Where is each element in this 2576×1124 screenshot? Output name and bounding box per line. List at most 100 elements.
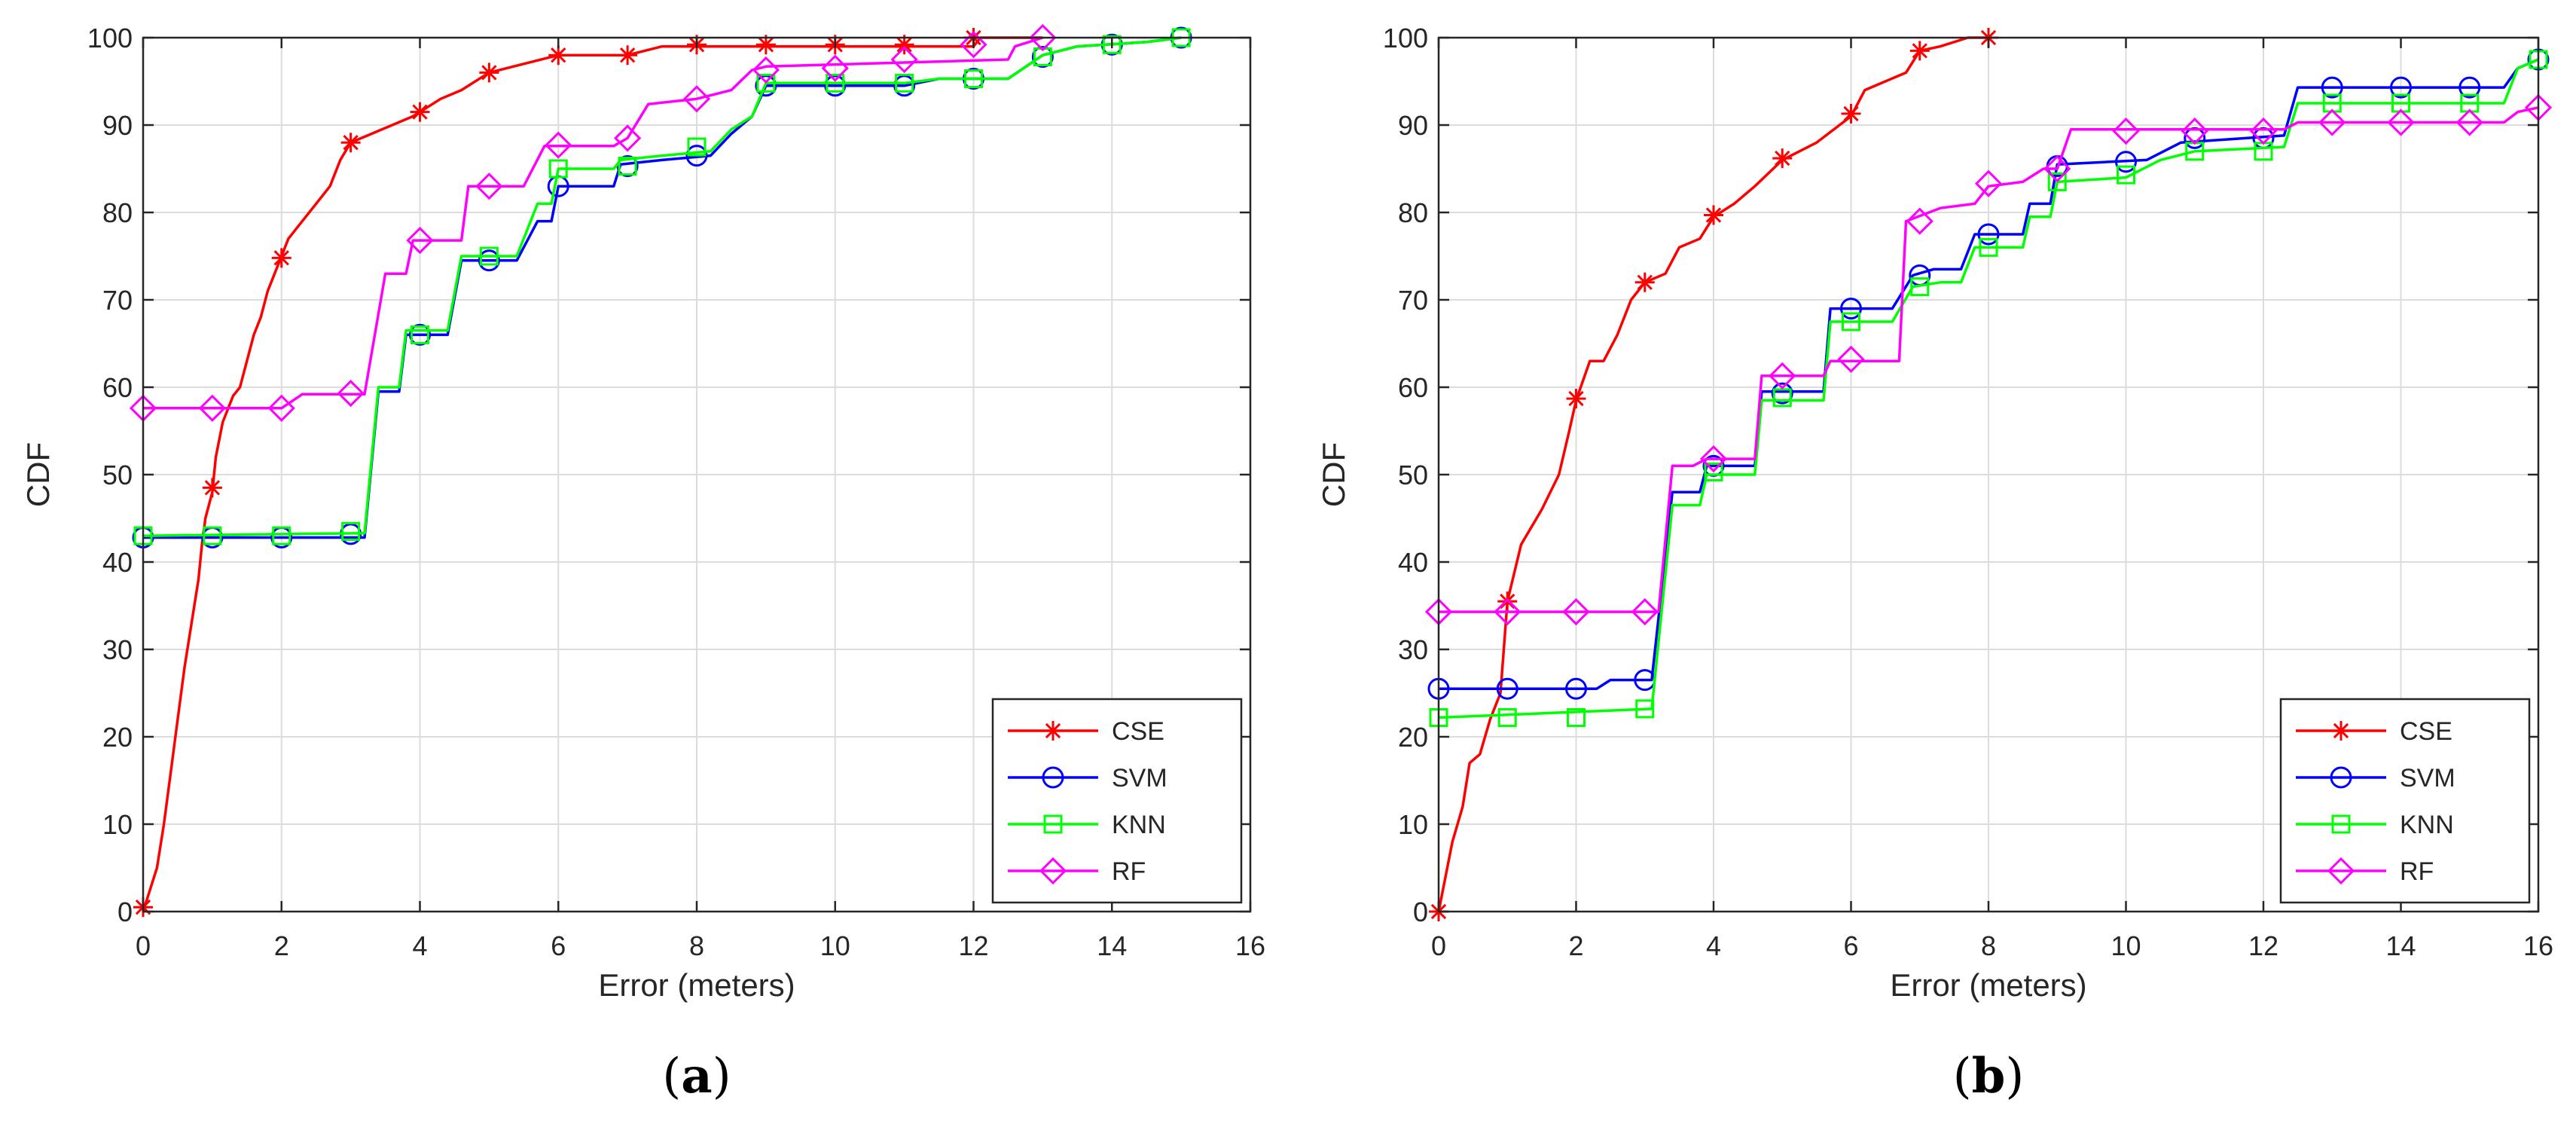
legend-marker-cse <box>1043 721 1063 741</box>
marker-svm <box>1771 382 1793 405</box>
legend-marker-knn <box>1043 814 1063 834</box>
legend: CSE SVM KNN RF <box>2279 698 2531 904</box>
marker-svm <box>2321 76 2343 99</box>
legend: CSE SVM KNN RF <box>991 698 1243 904</box>
marker-rf <box>1906 207 1934 235</box>
marker-cse <box>1841 103 1861 124</box>
marker-knn <box>411 325 429 344</box>
marker-cse <box>894 35 914 55</box>
marker-cse <box>271 248 291 268</box>
y-tick-label: 10 <box>1398 809 1428 840</box>
marker-svm <box>2458 76 2481 99</box>
y-tick-label: 100 <box>87 23 133 53</box>
marker-rf <box>1631 597 1659 626</box>
x-tick-label: 10 <box>820 930 850 961</box>
y-tick-label: 70 <box>1398 285 1428 316</box>
x-tick-label: 0 <box>1431 930 1446 961</box>
marker-cse <box>618 45 638 66</box>
y-tick-label: 60 <box>1398 372 1428 403</box>
marker-rf <box>2112 117 2140 145</box>
legend-label-svm: SVM <box>1112 764 1167 793</box>
marker-rf <box>198 394 226 422</box>
caption-open-paren: ( <box>662 1049 681 1104</box>
marker-svm <box>1031 46 1054 69</box>
series-line-knn <box>142 36 1182 537</box>
y-tick-label: 80 <box>1398 197 1428 228</box>
y-tick-label: 80 <box>102 197 133 228</box>
marker-knn <box>1910 277 1930 297</box>
legend-label-cse: CSE <box>1112 717 1164 746</box>
legend-label-cse: CSE <box>2400 717 2452 746</box>
marker-knn <box>687 137 707 157</box>
panel-b: 0 2 4 6 8 10 12 14 16 0 10 20 30 40 50 60 70 80 90 100 Error… <box>1316 23 2553 1104</box>
marker-knn <box>548 159 568 179</box>
series-line-knn <box>1438 58 2539 719</box>
marker-rf <box>406 226 434 255</box>
x-tick-label: 14 <box>1097 930 1127 961</box>
x-axis-label: Error (meters) <box>598 967 795 1003</box>
marker-rf <box>337 379 365 408</box>
legend-marker-rf <box>1039 857 1067 885</box>
legend-box <box>2279 698 2531 904</box>
marker-rf <box>2318 108 2346 136</box>
marker-knn <box>1102 35 1122 54</box>
x-tick-label: 2 <box>1568 930 1583 961</box>
panel-caption: (b) <box>1953 1048 2025 1104</box>
marker-cse <box>202 478 222 498</box>
y-tick-label: 50 <box>1398 460 1428 490</box>
marker-rf <box>890 45 918 74</box>
marker-cse <box>1634 272 1655 292</box>
marker-rf <box>682 85 711 113</box>
marker-cse <box>1704 205 1723 225</box>
marker-rf <box>2387 108 2415 136</box>
y-tick-label: 30 <box>102 634 133 665</box>
legend-marker-svm <box>1042 766 1064 789</box>
x-tick-label: 8 <box>1981 930 1996 961</box>
marker-rf <box>267 394 295 422</box>
marker-rf <box>1974 170 2003 197</box>
x-tick-label: 0 <box>136 930 151 961</box>
x-tick-label: 16 <box>1235 930 1265 961</box>
panel-a: 0 2 4 6 8 10 12 14 16 0 10 20 30 40 50 60 70 80 90 100 Error… <box>20 23 1265 1104</box>
x-tick-label: 14 <box>2385 930 2416 961</box>
marker-knn <box>826 73 845 93</box>
marker-cse <box>1909 41 1930 61</box>
legend-marker-knn <box>2331 814 2351 834</box>
x-tick-label: 2 <box>274 930 289 961</box>
marker-knn <box>895 73 914 93</box>
marker-knn <box>479 246 499 266</box>
marker-knn <box>2117 165 2135 185</box>
marker-cse <box>410 102 430 122</box>
marker-knn <box>272 526 291 545</box>
y-tick-label: 0 <box>118 896 133 927</box>
marker-cse <box>548 45 569 66</box>
marker-cse <box>755 35 776 55</box>
marker-svm <box>1496 677 1518 700</box>
marker-knn <box>1979 237 1998 257</box>
y-tick-label: 100 <box>1383 23 1428 53</box>
y-tick-label: 40 <box>1398 547 1428 578</box>
x-tick-label: 10 <box>2111 930 2141 961</box>
marker-svm <box>409 323 431 346</box>
marker-svm <box>2115 151 2137 173</box>
marker-rf <box>1494 597 1521 626</box>
x-tick-label: 6 <box>551 930 566 961</box>
marker-knn <box>756 73 776 93</box>
y-tick-label: 90 <box>1398 110 1428 141</box>
series-line-cse <box>1437 36 1988 912</box>
y-tick-label: 70 <box>102 285 133 316</box>
marker-svm <box>616 155 639 178</box>
marker-svm <box>685 145 708 167</box>
x-tick-label: 12 <box>2248 930 2278 961</box>
caption-close-paren: ) <box>2005 1049 2024 1104</box>
marker-rf <box>1837 345 1865 374</box>
marker-knn <box>1842 312 1860 331</box>
marker-cse <box>1772 148 1793 169</box>
marker-rf <box>960 31 987 59</box>
x-tick-label: 4 <box>412 930 427 961</box>
marker-svm <box>1840 298 1862 320</box>
x-axis-label: Error (meters) <box>1890 967 2086 1003</box>
marker-knn <box>1497 707 1517 727</box>
marker-rf <box>1699 444 1728 473</box>
y-tick-label: 0 <box>1413 896 1428 927</box>
